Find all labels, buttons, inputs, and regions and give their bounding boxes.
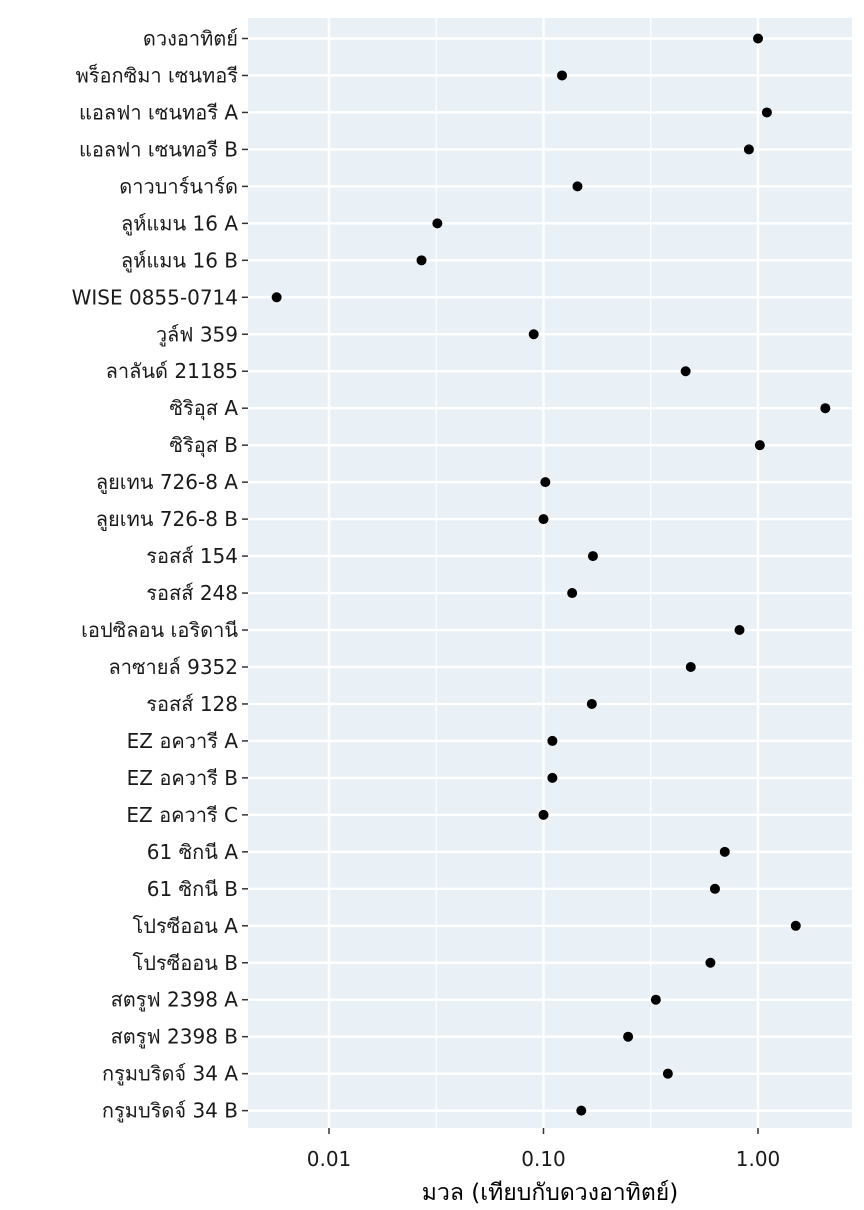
y-tick-label: กรูมบริดจ์ 34 A bbox=[102, 1062, 238, 1087]
y-tick-label: วูล์ฟ 359 bbox=[156, 322, 238, 347]
y-tick-label: 61 ซิกนี A bbox=[147, 840, 239, 864]
data-point bbox=[719, 846, 730, 857]
y-tick-label: กรูมบริดจ์ 34 B bbox=[102, 1099, 238, 1124]
y-tick-label: ลูห์แมน 16 B bbox=[121, 248, 238, 273]
data-point bbox=[540, 477, 551, 488]
y-tick-label: สตรูฟ 2398 B bbox=[111, 1025, 238, 1050]
y-tick-label: EZ อควารี B bbox=[127, 766, 238, 790]
data-point bbox=[650, 994, 661, 1005]
y-tick-label: รอสส์ 154 bbox=[146, 544, 238, 568]
x-tick-label: 1.00 bbox=[736, 1147, 781, 1171]
y-tick-label: โปรซีออน A bbox=[133, 914, 239, 938]
data-point bbox=[820, 403, 831, 414]
data-point bbox=[538, 809, 549, 820]
data-point bbox=[567, 588, 578, 599]
data-point bbox=[587, 551, 598, 562]
y-tick-label: ลูห์แมน 16 A bbox=[121, 211, 238, 236]
x-tick-label: 0.10 bbox=[521, 1147, 566, 1171]
y-tick-label: 61 ซิกนี B bbox=[147, 877, 238, 901]
data-point bbox=[538, 514, 549, 525]
data-point bbox=[734, 625, 745, 636]
y-tick-label: WISE 0855-0714 bbox=[72, 285, 238, 309]
y-tick-label: ซิริอุส B bbox=[169, 433, 238, 458]
y-tick-label: เอปซิลอน เอริดานี bbox=[81, 618, 238, 642]
data-point bbox=[709, 883, 720, 894]
data-point bbox=[754, 440, 765, 451]
y-tick-label: EZ อควารี C bbox=[126, 803, 238, 827]
data-point bbox=[547, 735, 558, 746]
data-point bbox=[576, 1105, 587, 1116]
data-point bbox=[572, 181, 583, 192]
data-point bbox=[557, 70, 568, 81]
y-axis: ดวงอาทิตย์พร็อกซิมา เซนทอรีแอลฟา เซนทอรี… bbox=[72, 27, 248, 1124]
x-axis: 0.01 0.10 1.00 bbox=[307, 1128, 781, 1171]
y-tick-label: ดาวบาร์นาร์ด bbox=[119, 174, 238, 198]
data-point bbox=[432, 218, 443, 229]
data-point bbox=[547, 772, 558, 783]
y-tick-label: ลาซายล์ 9352 bbox=[108, 655, 238, 679]
y-tick-label: ลาลันด์ 21185 bbox=[106, 359, 238, 383]
data-point bbox=[680, 366, 691, 377]
data-point bbox=[790, 920, 801, 931]
data-point bbox=[705, 957, 716, 968]
y-tick-label: ลูยเทน 726-8 B bbox=[96, 507, 238, 532]
data-point bbox=[586, 698, 597, 709]
y-tick-label: สตรูฟ 2398 A bbox=[111, 988, 239, 1013]
data-point bbox=[416, 255, 427, 266]
data-points bbox=[271, 33, 831, 1116]
y-tick-label: รอสส์ 248 bbox=[146, 581, 238, 605]
data-point bbox=[743, 144, 754, 155]
y-tick-label: แอลฟา เซนทอรี B bbox=[79, 137, 238, 161]
y-tick-label: ดวงอาทิตย์ bbox=[143, 27, 238, 51]
y-tick-label: โปรซีออน B bbox=[132, 951, 238, 975]
x-axis-title: มวล (เทียบกับดวงอาทิตย์) bbox=[422, 1179, 678, 1206]
y-tick-label: แอลฟา เซนทอรี A bbox=[79, 100, 238, 124]
data-point bbox=[662, 1068, 673, 1079]
data-point bbox=[271, 292, 282, 303]
plot-panel bbox=[248, 18, 852, 1128]
data-point bbox=[685, 661, 696, 672]
y-tick-label: EZ อควารี A bbox=[127, 729, 239, 753]
data-point bbox=[761, 107, 772, 118]
minor-grid bbox=[435, 18, 652, 1128]
x-tick-label: 0.01 bbox=[307, 1147, 352, 1171]
y-tick-label: ซิริอุส A bbox=[169, 396, 238, 421]
data-point bbox=[753, 33, 763, 44]
y-tick-label: รอสส์ 128 bbox=[146, 692, 238, 716]
y-tick-label: ลูยเทน 726-8 A bbox=[96, 470, 238, 495]
data-point bbox=[623, 1031, 634, 1042]
data-point bbox=[528, 329, 539, 340]
y-tick-label: พร็อกซิมา เซนทอรี bbox=[76, 62, 239, 87]
